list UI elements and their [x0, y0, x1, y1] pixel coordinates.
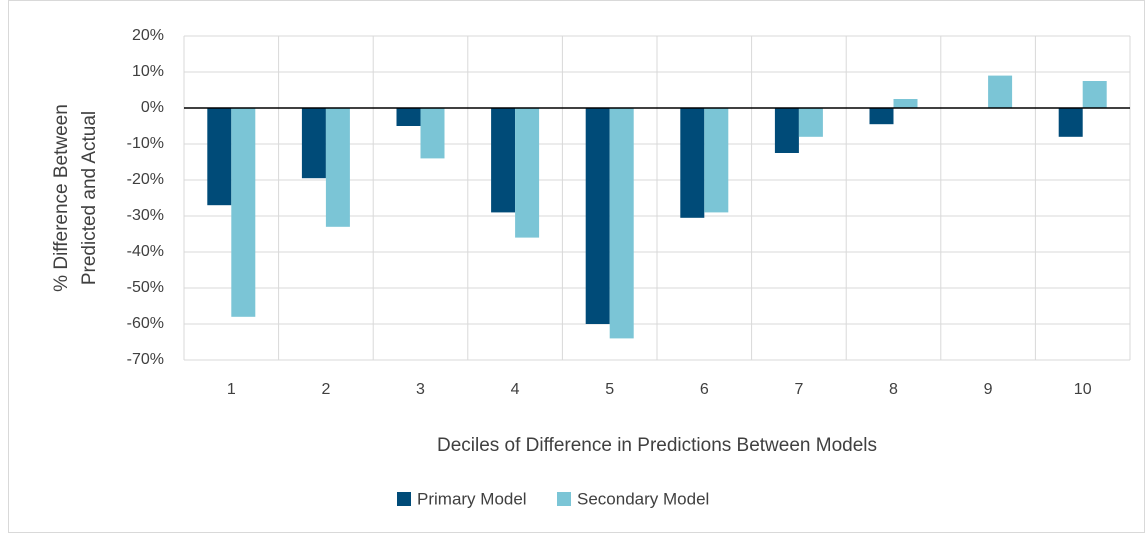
bar [774, 108, 799, 153]
legend-label: Secondary Model [577, 489, 709, 508]
y-tick-label: -60% [127, 315, 164, 332]
bar [893, 99, 918, 108]
bar [420, 108, 445, 159]
x-tick-label: 10 [1074, 381, 1092, 398]
y-tick-label: -40% [127, 243, 164, 260]
y-tick-label: 10% [132, 63, 164, 80]
legend-swatch [557, 492, 571, 506]
x-tick-label: 3 [416, 381, 425, 398]
y-axis-title: % Difference Between [51, 104, 72, 292]
y-tick-label: -30% [127, 207, 164, 224]
bar [585, 108, 610, 324]
legend-label: Primary Model [417, 489, 527, 508]
x-tick-label: 4 [511, 381, 520, 398]
y-axis-title: Predicted and Actual [79, 111, 100, 285]
x-tick-label: 5 [605, 381, 614, 398]
y-tick-label: -50% [127, 279, 164, 296]
x-tick-label: 7 [794, 381, 803, 398]
bar [231, 108, 256, 317]
bar [869, 108, 894, 125]
bar [491, 108, 516, 213]
legend-swatch [397, 492, 411, 506]
bar [988, 75, 1013, 108]
chart-frame [8, 0, 1145, 533]
y-tick-label: -20% [127, 171, 164, 188]
bar [798, 108, 823, 137]
bar [515, 108, 540, 238]
bar [207, 108, 232, 206]
x-tick-label: 9 [984, 381, 993, 398]
bar [301, 108, 326, 179]
x-axis-title: Deciles of Difference in Predictions Bet… [437, 435, 877, 456]
bar [1058, 108, 1083, 137]
x-tick-label: 6 [700, 381, 709, 398]
x-tick-label: 2 [321, 381, 330, 398]
y-tick-label: -70% [127, 351, 164, 368]
bar [680, 108, 705, 218]
y-tick-label: -10% [127, 135, 164, 152]
bar [1082, 81, 1107, 108]
x-tick-label: 8 [889, 381, 898, 398]
bar [325, 108, 350, 227]
x-tick-label: 1 [227, 381, 236, 398]
y-tick-label: 20% [132, 27, 164, 44]
y-tick-label: 0% [141, 99, 164, 116]
bar [609, 108, 634, 339]
bar [396, 108, 421, 126]
bar [704, 108, 729, 213]
